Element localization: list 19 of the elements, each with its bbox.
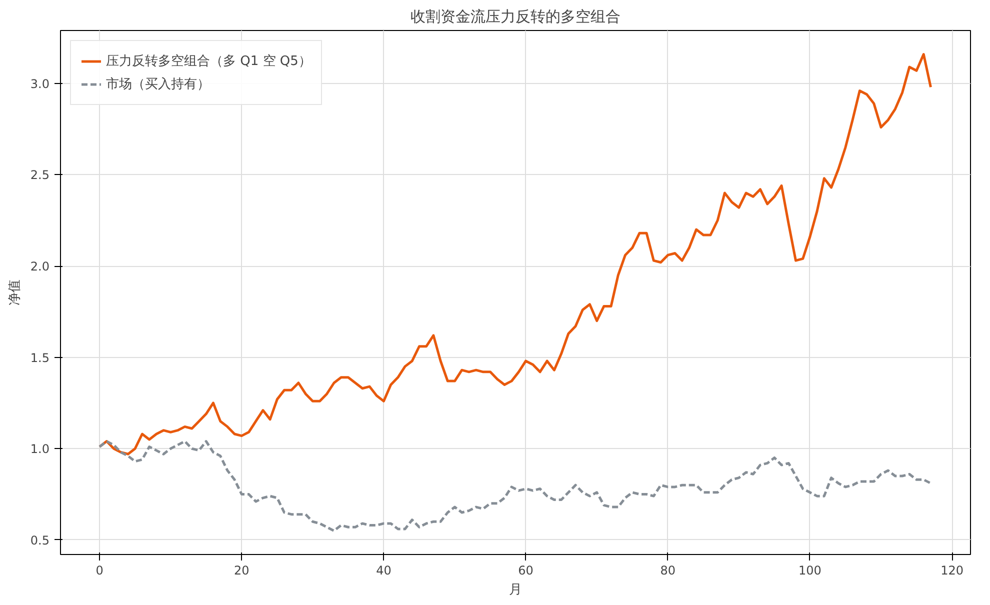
x-tick-label: 60 — [518, 564, 534, 578]
chart-title: 收割资金流压力反转的多空组合 — [410, 8, 620, 26]
line-series — [98, 440, 932, 532]
y-tick-label: 1.5 — [30, 350, 50, 365]
legend-label: 市场（买入持有） — [106, 76, 210, 93]
legend-label: 压力反转多空组合（多 Q1 空 Q5） — [106, 53, 312, 70]
x-tick-label: 100 — [798, 564, 822, 578]
y-tick-label: 0.5 — [30, 533, 50, 548]
y-tick-label: 2.5 — [30, 168, 50, 182]
x-tick-label: 120 — [940, 564, 964, 578]
x-tick-label: 80 — [660, 564, 676, 578]
x-tick-label: 0 — [96, 564, 104, 578]
x-tick-label: 40 — [376, 564, 392, 578]
y-axis-title: 净值 — [7, 280, 22, 306]
x-axis-title: 月 — [509, 582, 522, 598]
y-tick-label: 3.0 — [30, 76, 50, 91]
y-tick-label: 1.0 — [30, 442, 50, 456]
y-tick-label: 2.0 — [30, 260, 50, 274]
x-tick-label: 20 — [234, 564, 250, 578]
